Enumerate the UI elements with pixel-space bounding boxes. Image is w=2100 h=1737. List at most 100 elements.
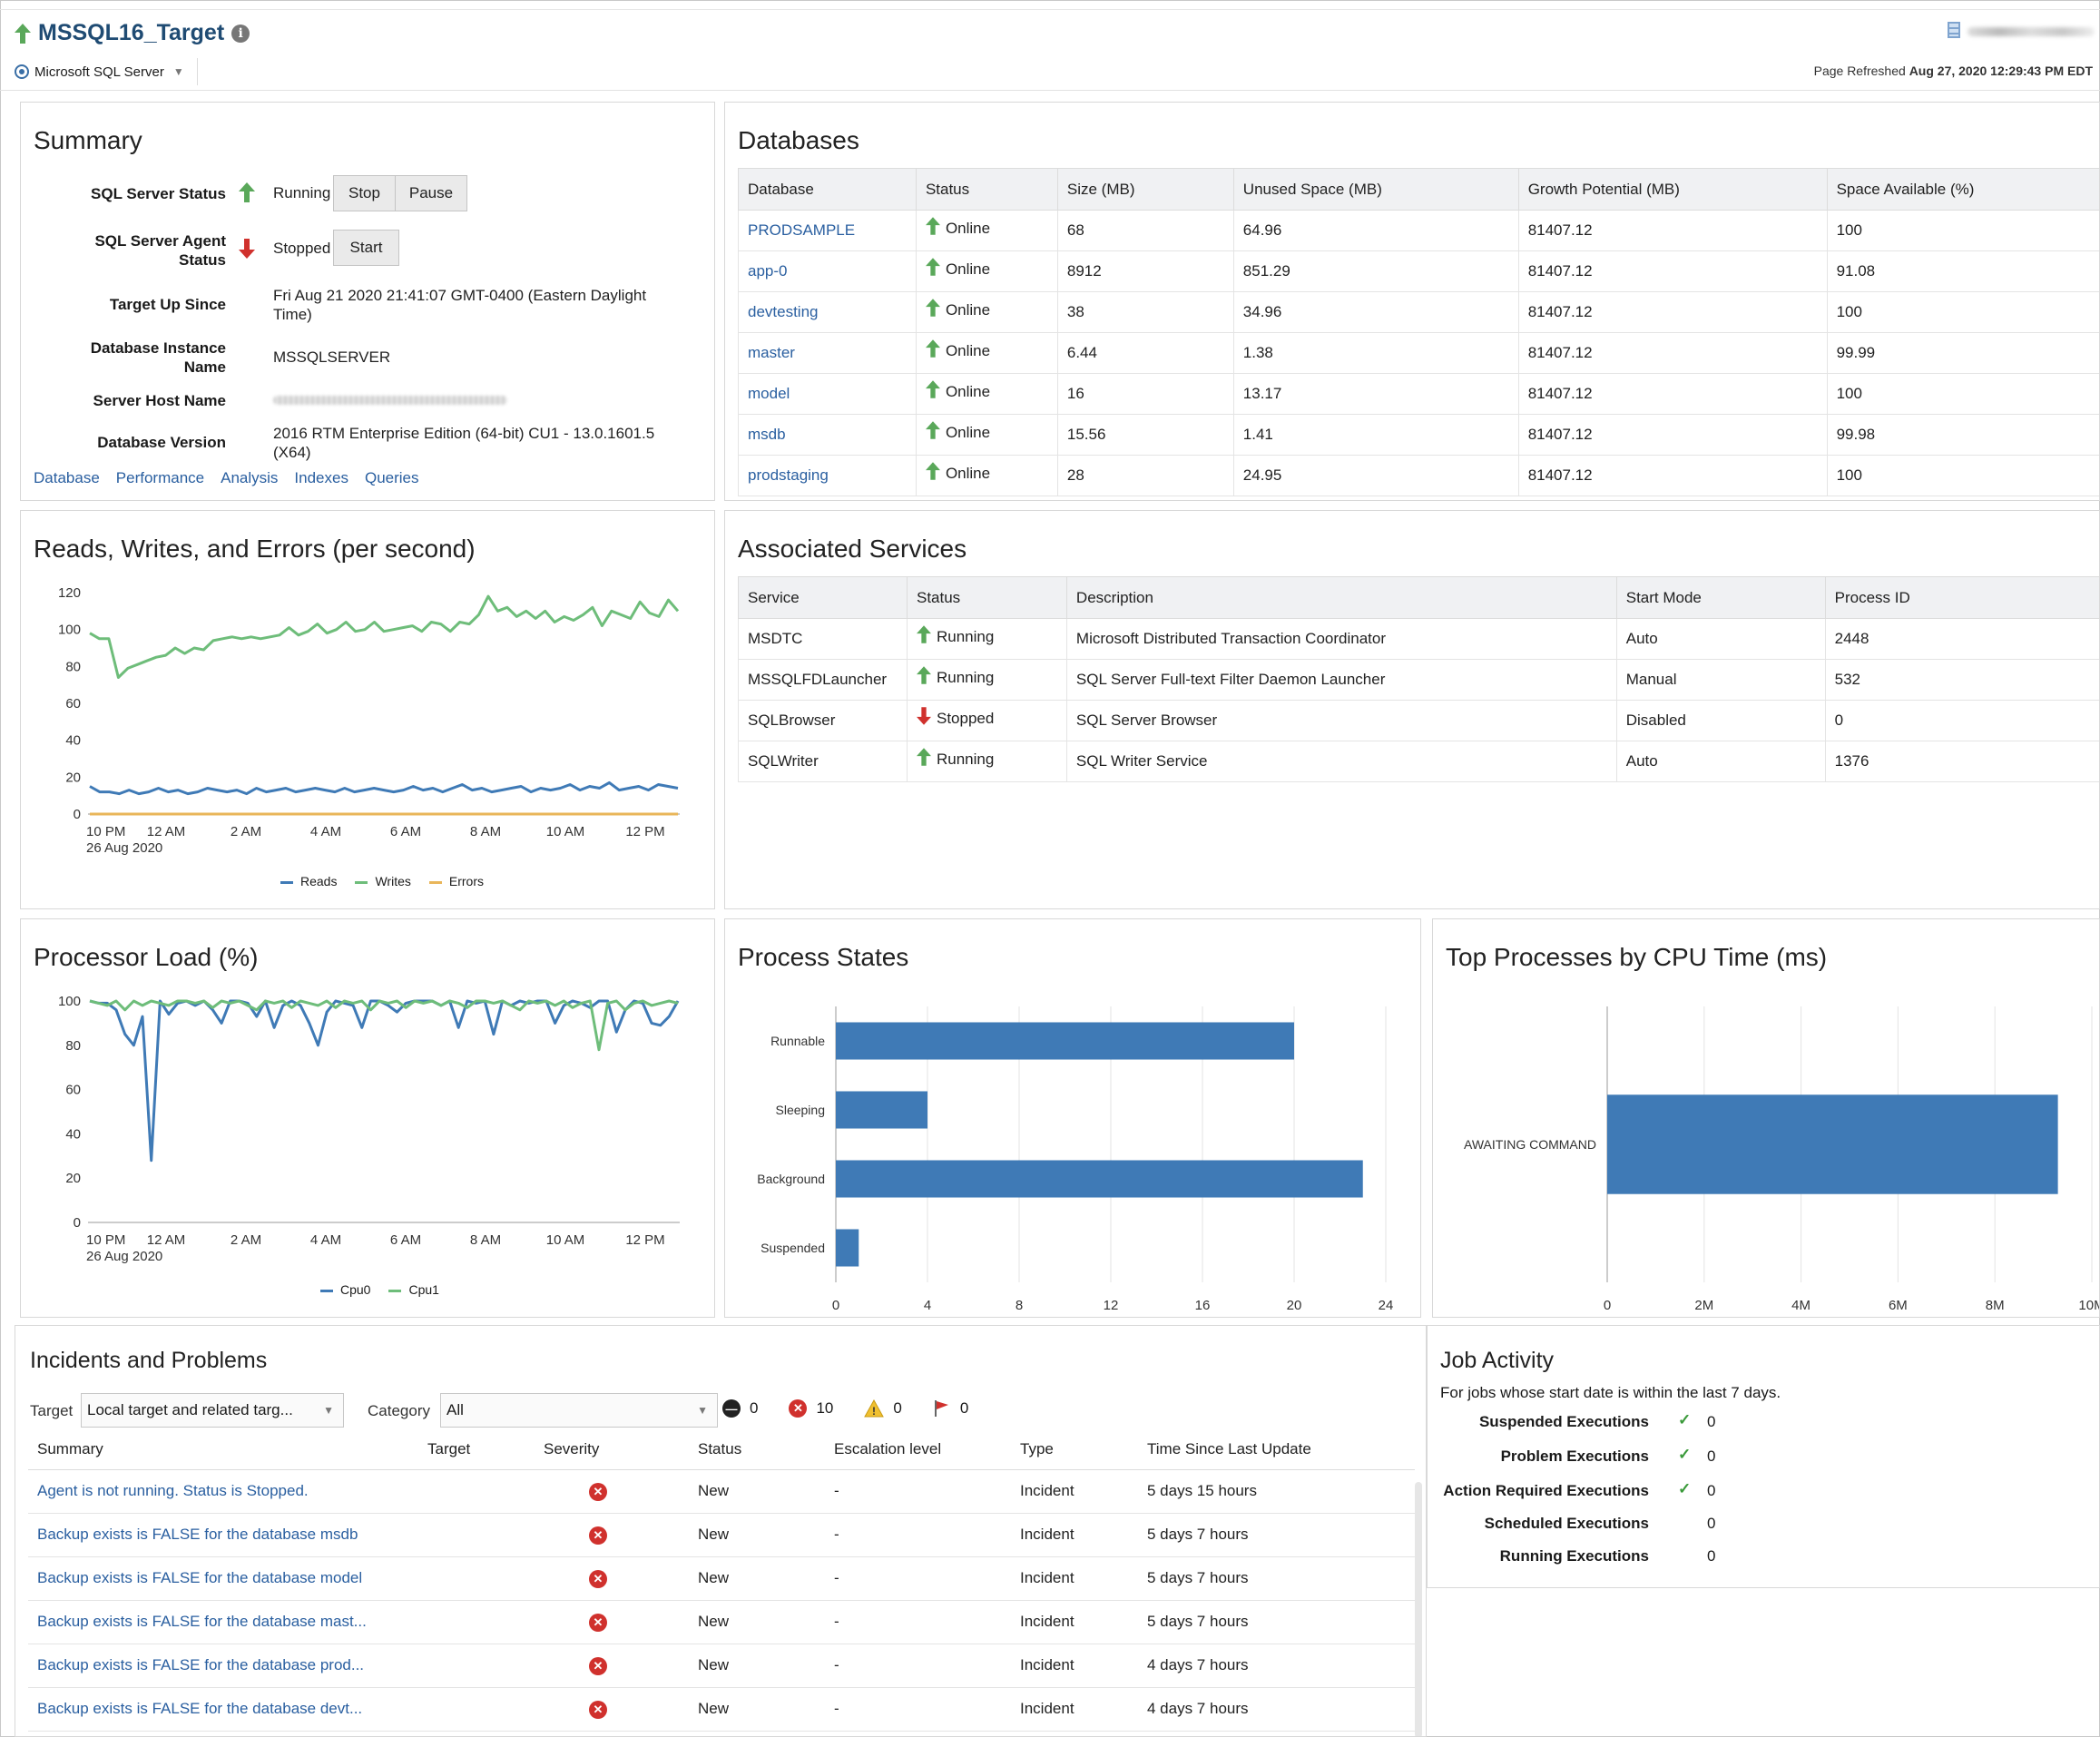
database-link[interactable]: model <box>748 385 790 402</box>
table-row[interactable]: Agent is not running. Status is Stopped.… <box>28 1469 1415 1514</box>
legend-cpu1[interactable]: Cpu1 <box>388 1282 439 1297</box>
database-link[interactable]: PRODSAMPLE <box>748 221 856 239</box>
warning-icon[interactable]: ! <box>864 1399 885 1418</box>
legend-errors[interactable]: Errors <box>428 874 484 888</box>
stop-button[interactable]: Stop <box>333 175 396 211</box>
table-row[interactable]: Backup exists is FALSE for the database … <box>28 1513 1415 1557</box>
series-line-cpu1[interactable] <box>89 999 679 1052</box>
db-cell[interactable]: devtesting <box>738 291 917 333</box>
target-type-menu[interactable]: Microsoft SQL Server ▼ <box>15 58 198 85</box>
table-row[interactable]: Backup exists is FALSE for the database … <box>28 1687 1415 1732</box>
incident-col-header[interactable]: Status <box>689 1429 825 1470</box>
incident-summary-cell[interactable]: Backup exists is FALSE for the database … <box>28 1644 418 1688</box>
svc-col-header[interactable]: Description <box>1065 576 1617 619</box>
link-performance[interactable]: Performance <box>115 469 205 486</box>
bar-suspended[interactable] <box>836 1229 859 1267</box>
db-version-value: 2016 RTM Enterprise Edition (64-bit) CU1… <box>273 424 654 462</box>
db-col-header[interactable]: Space Available (%) <box>1826 168 2099 211</box>
incident-col-header[interactable]: Escalation level <box>825 1429 1011 1470</box>
agent-status-label-line2: Status <box>179 251 226 269</box>
incident-col-header[interactable]: Severity <box>535 1429 689 1470</box>
svc-col-header[interactable]: Status <box>906 576 1067 619</box>
table-row[interactable]: Backup exists is FALSE for the database … <box>28 1600 1415 1644</box>
x-tick-label: 2 AM <box>231 824 261 839</box>
x-tick-label: 8 AM <box>470 824 501 839</box>
series-line-writes[interactable] <box>89 594 680 679</box>
link-database[interactable]: Database <box>34 469 100 486</box>
legend-reads[interactable]: Reads <box>280 874 337 888</box>
incident-summary-cell[interactable]: Backup exists is FALSE for the database … <box>28 1687 418 1732</box>
db-col-header[interactable]: Size (MB) <box>1056 168 1234 211</box>
category-label: Runnable <box>770 1034 825 1048</box>
database-link[interactable]: prodstaging <box>748 466 829 484</box>
incident-col-header[interactable]: Type <box>1011 1429 1138 1470</box>
database-link[interactable]: msdb <box>748 426 786 443</box>
incident-link[interactable]: Backup exists is FALSE for the database … <box>37 1569 363 1586</box>
incident-link[interactable]: Backup exists is FALSE for the database … <box>37 1656 365 1673</box>
incident-summary-cell[interactable]: Agent is not running. Status is Stopped. <box>28 1469 418 1514</box>
db-col-header[interactable]: Growth Potential (MB) <box>1517 168 1828 211</box>
incident-link[interactable]: Backup exists is FALSE for the database … <box>37 1526 358 1543</box>
legend-writes[interactable]: Writes <box>355 874 411 888</box>
job-value: 0 <box>1707 1547 1716 1565</box>
db-cell[interactable]: prodstaging <box>738 455 917 496</box>
db-cell: 1.41 <box>1232 414 1519 456</box>
legend-cpu0[interactable]: Cpu0 <box>320 1282 370 1297</box>
db-cell: 28 <box>1056 455 1234 496</box>
blocked-icon[interactable]: — <box>722 1399 741 1418</box>
incidents-scrollbar[interactable] <box>1415 1482 1422 1736</box>
incident-link[interactable]: Backup exists is FALSE for the database … <box>37 1700 363 1717</box>
incident-summary-cell[interactable]: Backup exists is FALSE for the database … <box>28 1513 418 1557</box>
database-link[interactable]: app-0 <box>748 262 788 280</box>
pause-button[interactable]: Pause <box>395 175 467 211</box>
info-icon[interactable]: i <box>231 24 250 43</box>
bar-background[interactable] <box>836 1160 1363 1198</box>
target-filter-select[interactable]: Local target and related targ... ▼ <box>81 1393 344 1428</box>
incident-col-header[interactable]: Time Since Last Update <box>1138 1429 1415 1470</box>
flag-icon[interactable] <box>933 1399 951 1418</box>
critical-icon: ✕ <box>589 1656 607 1675</box>
db-cell[interactable]: app-0 <box>738 250 917 292</box>
checkmark-icon: ✓ <box>1678 1480 1692 1497</box>
start-button[interactable]: Start <box>333 230 399 266</box>
db-col-header[interactable]: Unused Space (MB) <box>1232 168 1519 211</box>
incidents-body: Agent is not running. Status is Stopped.… <box>28 1469 1415 1732</box>
page-refreshed: Page Refreshed Aug 27, 2020 12:29:43 PM … <box>1814 64 2093 78</box>
db-col-header[interactable]: Database <box>738 168 917 211</box>
incident-summary-cell[interactable]: Backup exists is FALSE for the database … <box>28 1556 418 1601</box>
db-col-header[interactable]: Status <box>915 168 1058 211</box>
critical-icon[interactable]: ✕ <box>789 1399 808 1418</box>
category-filter-select[interactable]: All ▼ <box>440 1393 718 1428</box>
link-queries[interactable]: Queries <box>364 469 419 486</box>
bar-runnable[interactable] <box>836 1022 1294 1060</box>
x-tick-label: 4 AM <box>310 824 341 839</box>
x-tick-label: 10M <box>2078 1298 2100 1313</box>
link-indexes[interactable]: Indexes <box>294 469 348 486</box>
incident-summary-cell[interactable]: Backup exists is FALSE for the database … <box>28 1600 418 1644</box>
series-line-reads[interactable] <box>89 780 679 796</box>
database-link[interactable]: devtesting <box>748 303 819 320</box>
series-line-cpu0[interactable] <box>89 999 680 1163</box>
incident-col-header[interactable]: Target <box>418 1429 535 1470</box>
database-link[interactable]: master <box>748 344 795 361</box>
table-row[interactable]: Backup exists is FALSE for the database … <box>28 1556 1415 1601</box>
incident-col-header[interactable]: Summary <box>28 1429 418 1470</box>
db-cell[interactable]: master <box>738 332 917 374</box>
db-cell[interactable]: PRODSAMPLE <box>738 210 917 251</box>
db-cell[interactable]: model <box>738 373 917 415</box>
svc-col-header[interactable]: Service <box>738 576 908 619</box>
processor-load-title: Processor Load (%) <box>34 943 259 971</box>
incidents-header-row: Summary Target Severity Status Escalation le… <box>28 1429 1415 1470</box>
svc-col-header[interactable]: Process ID <box>1824 576 2099 619</box>
table-row[interactable]: Backup exists is FALSE for the database … <box>28 1644 1415 1688</box>
svc-col-header[interactable]: Start Mode <box>1615 576 1826 619</box>
up-since-value: Fri Aug 21 2020 21:41:07 GMT-0400 (Easte… <box>273 286 646 324</box>
incident-link[interactable]: Agent is not running. Status is Stopped. <box>37 1482 309 1499</box>
table-row: SQLBrowser Stopped SQL Server Browser Disab… <box>738 700 2099 741</box>
svc-cell: Stopped <box>906 700 1067 741</box>
incident-link[interactable]: Backup exists is FALSE for the database … <box>37 1613 367 1630</box>
bar-awaiting-command[interactable] <box>1607 1094 2058 1194</box>
bar-sleeping[interactable] <box>836 1091 927 1129</box>
link-analysis[interactable]: Analysis <box>221 469 279 486</box>
db-cell[interactable]: msdb <box>738 414 917 456</box>
